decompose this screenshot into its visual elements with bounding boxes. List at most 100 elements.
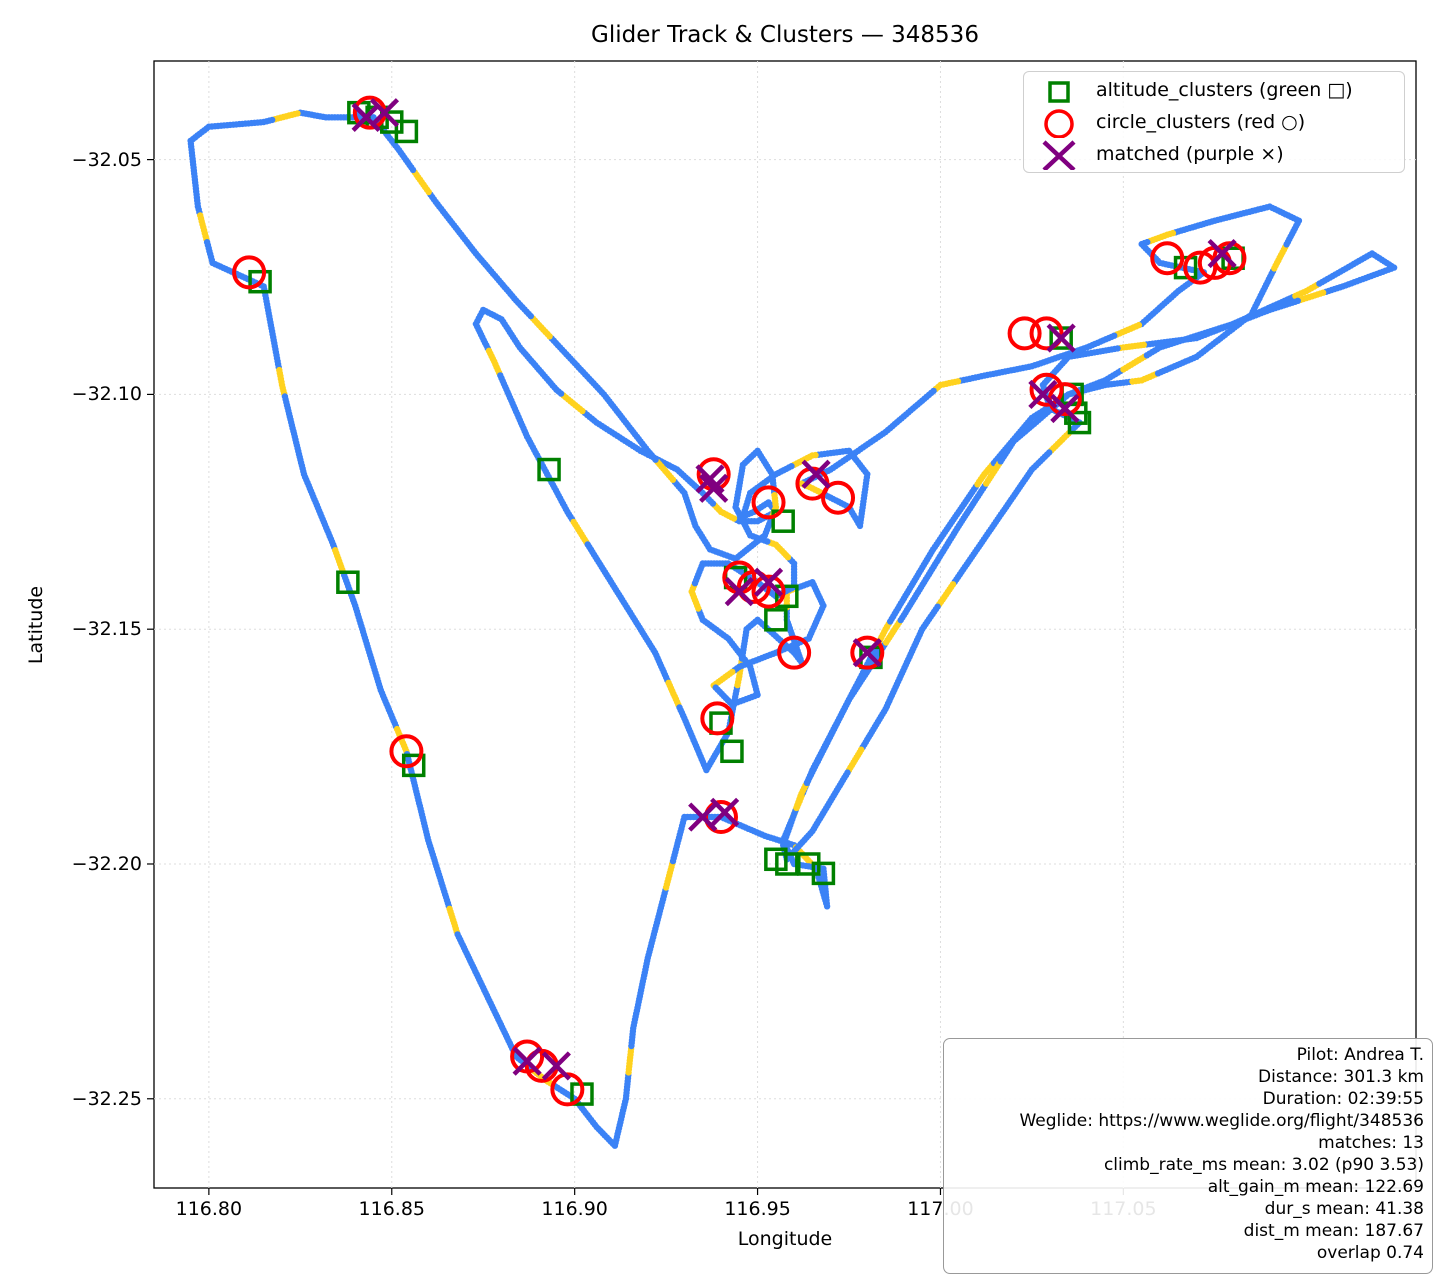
track-segment xyxy=(646,449,688,497)
track-segment xyxy=(847,449,871,478)
altitude-cluster-marker xyxy=(764,608,788,632)
x-tick-label: 116.95 xyxy=(724,1198,791,1220)
altitude-cluster-marker xyxy=(1067,410,1092,435)
track-segment xyxy=(1248,262,1279,318)
x-axis-label: Longitude xyxy=(737,1228,833,1250)
track-segment xyxy=(483,992,519,1058)
track-segment xyxy=(300,471,336,546)
circle-cluster-marker xyxy=(232,255,267,290)
track-segment xyxy=(472,320,497,363)
track-segment xyxy=(564,508,613,583)
track-segment xyxy=(1031,344,1091,369)
matched-marker xyxy=(1028,379,1058,409)
track-segment xyxy=(732,464,746,511)
altitude-cluster-marker xyxy=(811,861,836,886)
track-segment xyxy=(900,525,961,619)
matched-marker xyxy=(753,567,784,597)
track-segment xyxy=(278,381,307,475)
track-segment xyxy=(1303,251,1373,295)
track-segment xyxy=(474,252,520,304)
matched-marker xyxy=(695,464,725,494)
track-segment xyxy=(754,447,774,475)
circle-cluster-marker xyxy=(1150,241,1185,276)
y-tick-label: −32.05 xyxy=(71,148,142,171)
x-tick-label: 116.90 xyxy=(541,1198,608,1220)
altitude-cluster-marker xyxy=(248,269,272,294)
track-segment xyxy=(726,637,754,670)
circle-cluster-marker xyxy=(700,701,735,736)
matched-marker xyxy=(852,638,882,668)
matched-marker xyxy=(688,802,718,832)
matched-marker xyxy=(512,1046,542,1076)
info-distance-mean: dist_m mean: 187.67 xyxy=(1243,1221,1424,1241)
track-segment xyxy=(434,201,480,257)
track-segment xyxy=(689,591,706,623)
info-climb-rate: climb_rate_ms mean: 3.02 (p90 3.53) xyxy=(1103,1155,1424,1175)
circle-cluster-marker xyxy=(389,734,424,769)
track-segment xyxy=(644,887,669,962)
track-segment xyxy=(482,308,505,323)
track-segment xyxy=(630,957,651,1032)
red-circle-icon xyxy=(1044,109,1074,138)
matched-marker xyxy=(1207,238,1237,269)
circle-cluster-marker xyxy=(1029,372,1064,407)
matched-marker xyxy=(1046,323,1076,353)
x-tick-label: 116.80 xyxy=(175,1198,243,1220)
track-segment xyxy=(1140,287,1182,326)
altitude-cluster-marker xyxy=(771,509,795,533)
track-segment xyxy=(377,687,409,752)
legend-label: altitude_clusters (green □) xyxy=(1096,79,1353,101)
altitude-cluster-marker xyxy=(775,852,799,876)
track-segment xyxy=(775,452,816,477)
track-segment xyxy=(699,560,729,567)
track-segment xyxy=(518,346,560,393)
info-distance: Distance: 301.3 km xyxy=(1258,1067,1424,1087)
plot-frame xyxy=(153,60,1417,1189)
purple-x-icon xyxy=(1042,140,1076,170)
altitude-cluster-marker xyxy=(537,457,561,482)
matched-marker xyxy=(369,98,400,128)
track-segment xyxy=(1138,354,1198,384)
track-segment xyxy=(1273,220,1301,267)
matched-marker xyxy=(724,577,754,607)
flight-info-box: Pilot: Andrea T. Distance: 301.3 km Dura… xyxy=(943,1038,1433,1274)
chart-title: Glider Track & Clusters — 348536 xyxy=(591,22,979,48)
track-segment xyxy=(884,381,944,434)
track-segment xyxy=(662,816,687,891)
circle-cluster-marker xyxy=(703,800,738,835)
circle-cluster-marker xyxy=(777,635,812,670)
matched-marker xyxy=(801,459,831,489)
track-segment xyxy=(929,473,986,553)
y-tick-label: −32.10 xyxy=(71,383,142,406)
legend-item-altitude-clusters: altitude_clusters (green □) xyxy=(1024,76,1404,106)
track-segment xyxy=(1196,306,1273,341)
legend-label: circle_clusters (red ○) xyxy=(1096,111,1306,133)
track-segment xyxy=(693,525,714,553)
track-segment xyxy=(651,649,687,719)
track-segment xyxy=(1101,345,1161,384)
track-segment xyxy=(1030,419,1083,471)
track-segment xyxy=(984,363,1036,379)
circle-cluster-marker xyxy=(736,569,771,604)
track-segment xyxy=(688,563,705,595)
green-square-icon xyxy=(1048,81,1070,103)
track-segment xyxy=(920,546,981,630)
circle-cluster-marker xyxy=(1183,250,1218,285)
y-tick-label: −32.25 xyxy=(71,1087,142,1110)
info-alt-gain: alt_gain_m mean: 122.69 xyxy=(1207,1177,1424,1197)
legend-label: matched (purple ×) xyxy=(1096,143,1284,165)
track-segment xyxy=(940,372,988,388)
x-tick-label: 116.85 xyxy=(358,1198,426,1220)
track-segment xyxy=(300,110,330,121)
track-segment xyxy=(611,1098,629,1149)
altitude-cluster-marker xyxy=(775,584,799,609)
matched-marker xyxy=(699,473,729,503)
track-segment xyxy=(608,579,657,654)
altitude-cluster-marker xyxy=(1173,255,1198,280)
info-weglide-link: Weglide: https://www.weglide.org/flight/… xyxy=(1019,1111,1424,1131)
circle-cluster-marker xyxy=(751,574,786,609)
track-segment xyxy=(774,543,798,567)
track-segment xyxy=(1068,344,1127,360)
track-segment xyxy=(491,358,530,438)
